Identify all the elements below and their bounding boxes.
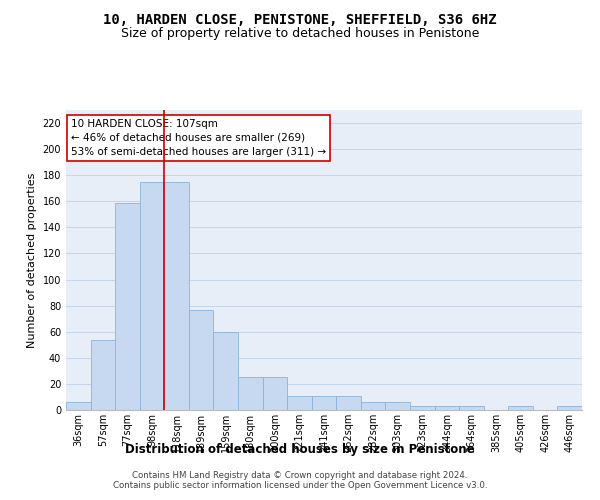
Y-axis label: Number of detached properties: Number of detached properties: [27, 172, 37, 348]
Bar: [336, 396, 361, 410]
Bar: [459, 406, 484, 410]
Bar: [91, 340, 115, 410]
Bar: [361, 402, 385, 410]
Bar: [287, 396, 312, 410]
Bar: [115, 202, 140, 410]
Bar: [238, 378, 263, 410]
Bar: [385, 402, 410, 410]
Bar: [557, 406, 582, 410]
Text: 10, HARDEN CLOSE, PENISTONE, SHEFFIELD, S36 6HZ: 10, HARDEN CLOSE, PENISTONE, SHEFFIELD, …: [103, 12, 497, 26]
Bar: [410, 406, 434, 410]
Bar: [164, 182, 189, 410]
Bar: [434, 406, 459, 410]
Text: Distribution of detached houses by size in Penistone: Distribution of detached houses by size …: [125, 442, 475, 456]
Bar: [140, 182, 164, 410]
Text: Size of property relative to detached houses in Penistone: Size of property relative to detached ho…: [121, 28, 479, 40]
Text: 10 HARDEN CLOSE: 107sqm
← 46% of detached houses are smaller (269)
53% of semi-d: 10 HARDEN CLOSE: 107sqm ← 46% of detache…: [71, 119, 326, 157]
Bar: [312, 396, 336, 410]
Bar: [66, 402, 91, 410]
Bar: [508, 406, 533, 410]
Bar: [263, 378, 287, 410]
Bar: [189, 310, 214, 410]
Text: Contains HM Land Registry data © Crown copyright and database right 2024.
Contai: Contains HM Land Registry data © Crown c…: [113, 470, 487, 490]
Bar: [214, 332, 238, 410]
